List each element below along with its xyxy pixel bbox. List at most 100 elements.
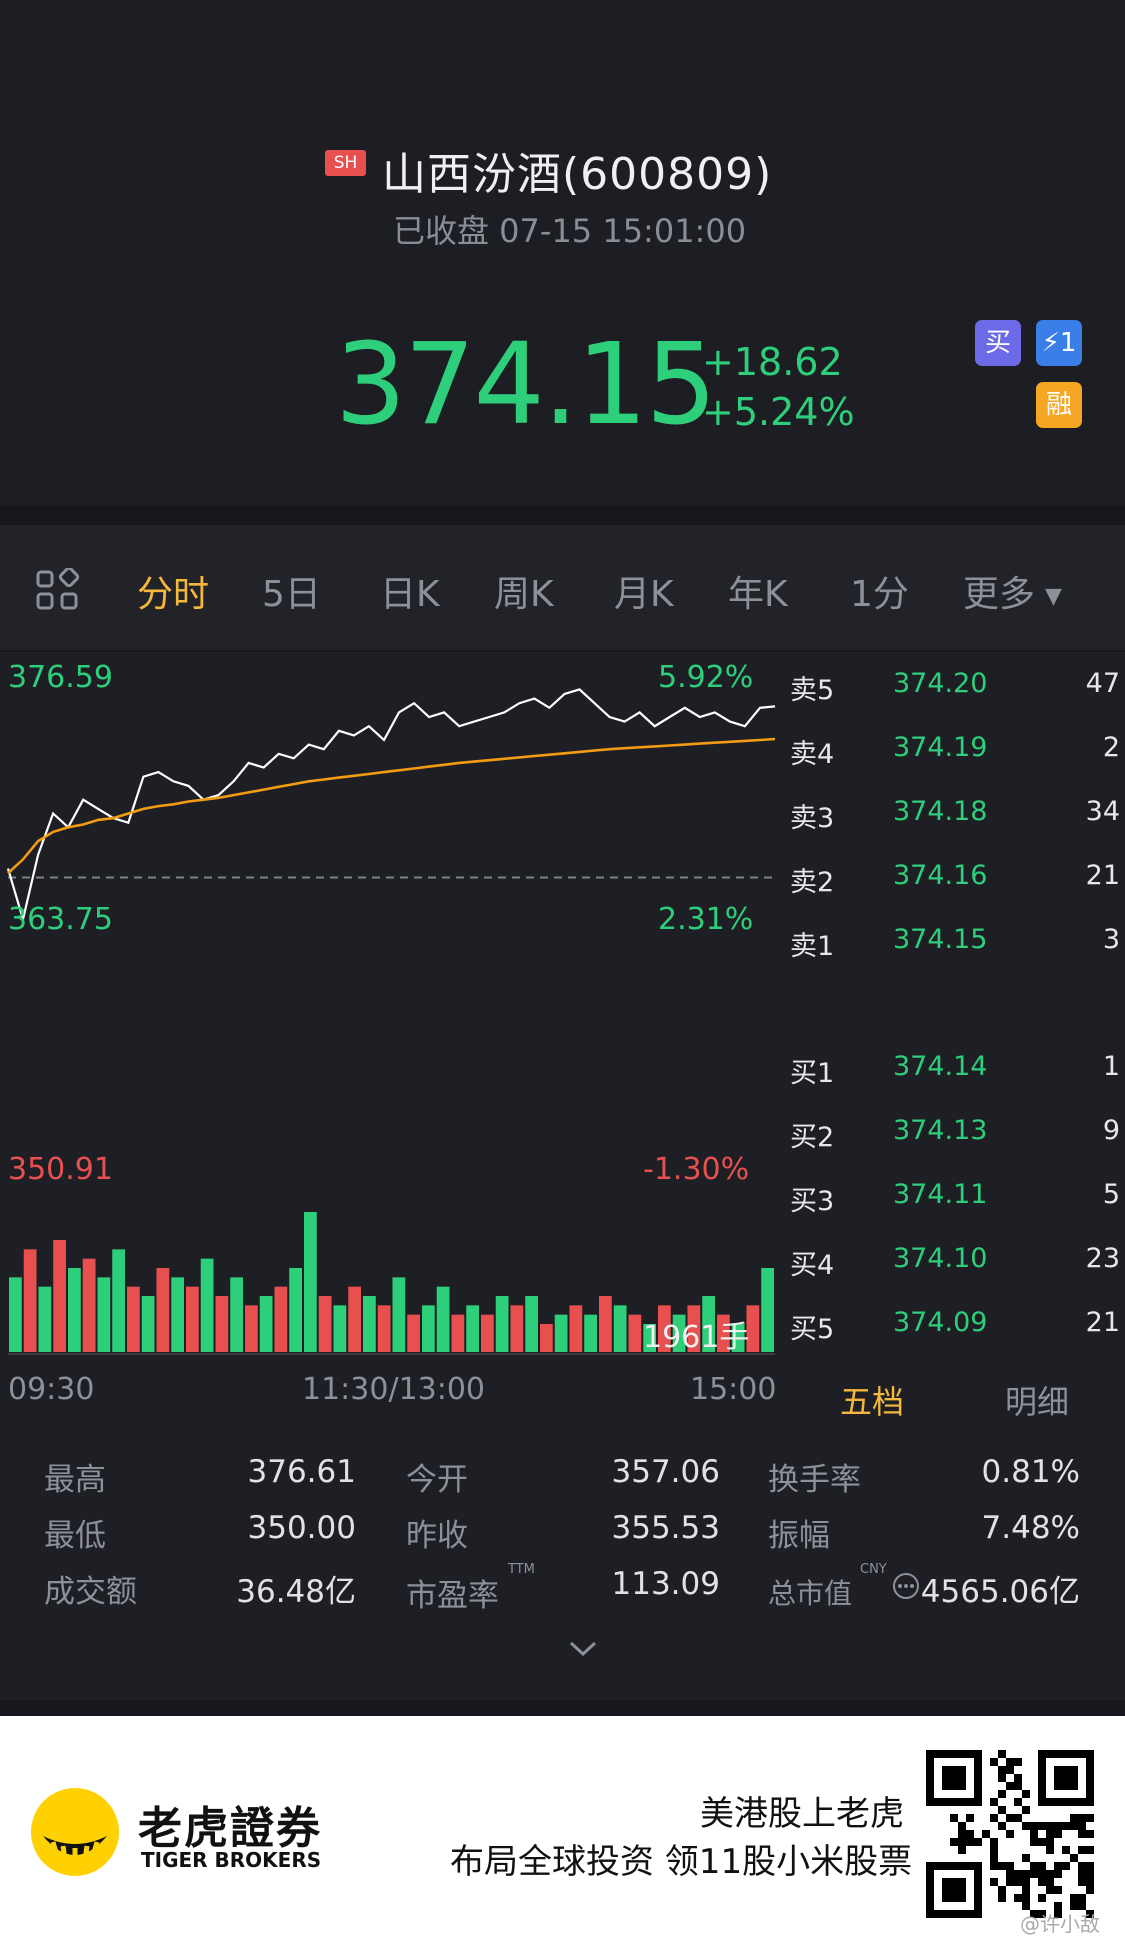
price-change: +18.62 xyxy=(702,340,843,384)
bid-2-price: 374.13 xyxy=(893,1115,988,1146)
divider xyxy=(0,650,1125,652)
ask-4-price: 374.19 xyxy=(893,732,988,763)
buy-icon[interactable]: 买 xyxy=(975,320,1021,366)
tab-trade-detail[interactable]: 明细 xyxy=(1005,1383,1070,1421)
volume-bar xyxy=(245,1305,258,1352)
volume-bar xyxy=(68,1268,81,1352)
stat-amount-value: 36.48亿 xyxy=(236,1574,356,1610)
stat-pe-value: 113.09 xyxy=(611,1566,720,1602)
intraday-chart[interactable] xyxy=(0,652,790,1372)
stat-turnover-label: 换手率 xyxy=(768,1462,861,1498)
volume-bar xyxy=(289,1268,302,1352)
volume-bar xyxy=(215,1296,229,1352)
time-label-open: 09:30 xyxy=(8,1372,95,1407)
volume-bar xyxy=(23,1249,37,1352)
tab-monthly-k[interactable]: 月K xyxy=(614,574,674,615)
ask-4-volume: 2 xyxy=(1102,732,1120,763)
stat-open-value: 357.06 xyxy=(611,1454,720,1490)
bid-3-label: 买3 xyxy=(790,1186,835,1217)
volume-bar xyxy=(274,1286,288,1352)
bid-5-price: 374.09 xyxy=(893,1307,988,1338)
volume-bar xyxy=(436,1286,450,1352)
volume-bar xyxy=(731,1324,745,1352)
tiger-brokers-logo-icon xyxy=(31,1788,119,1876)
tab-intraday[interactable]: 分时 xyxy=(137,574,210,615)
volume-bar xyxy=(377,1305,391,1352)
time-label-close: 15:00 xyxy=(690,1372,777,1407)
stat-low-label: 最低 xyxy=(44,1518,106,1554)
stat-prev-close-label: 昨收 xyxy=(406,1518,468,1554)
ask-1-price: 374.15 xyxy=(893,924,988,955)
tab-weekly-k[interactable]: 周K xyxy=(494,574,554,615)
stat-open-label: 今开 xyxy=(406,1462,468,1498)
stat-mcap-label: 总市值 xyxy=(768,1577,853,1610)
ask-2-label: 卖2 xyxy=(790,867,835,898)
tab-daily-k[interactable]: 日K xyxy=(380,574,440,615)
ask-4-label: 卖4 xyxy=(790,739,835,770)
tab-1min[interactable]: 1分 xyxy=(850,574,909,615)
volume-bar xyxy=(333,1305,347,1352)
volume-bar xyxy=(687,1305,701,1352)
volume-bar xyxy=(171,1277,184,1352)
volume-bar xyxy=(510,1305,524,1352)
volume-bar xyxy=(451,1314,465,1352)
ask-5-volume: 47 xyxy=(1085,668,1120,699)
ask-3-label: 卖3 xyxy=(790,803,835,834)
ask-1-volume: 3 xyxy=(1102,924,1120,955)
ask-5-label: 卖5 xyxy=(790,675,835,706)
chevron-down-icon: ▼ xyxy=(1045,583,1062,609)
volume-bar xyxy=(584,1314,597,1352)
bid-1-label: 买1 xyxy=(790,1058,835,1089)
ask-3-price: 374.18 xyxy=(893,796,988,827)
pct-min-label: -1.30% xyxy=(643,1152,750,1187)
volume-bar xyxy=(200,1258,214,1352)
tab-5day[interactable]: 5日 xyxy=(262,574,321,615)
stat-amount-label: 成交额 xyxy=(44,1574,137,1610)
volume-bar xyxy=(38,1286,52,1352)
stat-turnover-value: 0.81% xyxy=(981,1454,1080,1490)
expand-chevron-icon[interactable] xyxy=(568,1638,598,1658)
bid-2-label: 买2 xyxy=(790,1122,835,1153)
volume-bar xyxy=(97,1277,111,1352)
volume-bar xyxy=(53,1240,66,1352)
volume-bar xyxy=(407,1314,420,1352)
qr-code-icon xyxy=(926,1750,1094,1918)
ask-1-label: 卖1 xyxy=(790,931,835,962)
volume-bar xyxy=(643,1324,656,1352)
bid-1-price: 374.14 xyxy=(893,1051,988,1082)
bid-3-volume: 5 xyxy=(1102,1179,1120,1210)
divider xyxy=(0,505,1125,525)
promo-slogan-1: 美港股上老虎 xyxy=(700,1794,904,1834)
stock-name: 山西汾酒(600809) xyxy=(382,149,773,200)
volume-bar xyxy=(540,1324,553,1352)
stat-mcap-value: 4565.06亿 xyxy=(920,1574,1080,1610)
promo-slogan-2: 布局全球投资 领11股小米股票 xyxy=(450,1842,913,1882)
more-dots-icon[interactable] xyxy=(892,1572,920,1600)
price-change-percent: +5.24% xyxy=(702,390,855,434)
volume-bar xyxy=(599,1296,612,1352)
volume-bar xyxy=(628,1314,642,1352)
bid-4-price: 374.10 xyxy=(893,1243,988,1274)
volume-bar xyxy=(392,1277,406,1352)
volume-bar xyxy=(672,1314,686,1352)
flash-trade-icon[interactable]: ⚡1 xyxy=(1036,320,1082,366)
volume-bar xyxy=(9,1277,22,1352)
volume-bar xyxy=(525,1296,538,1352)
volume-bar xyxy=(466,1305,479,1352)
volume-bar xyxy=(141,1296,155,1352)
pct-mid-label: 2.31% xyxy=(658,902,754,937)
volume-bar xyxy=(658,1305,671,1352)
margin-icon[interactable]: 融 xyxy=(1036,382,1082,428)
volume-bar xyxy=(82,1258,96,1352)
ask-2-price: 374.16 xyxy=(893,860,988,891)
stat-pe-superscript: TTM xyxy=(508,1562,535,1577)
grid-menu-icon[interactable] xyxy=(36,568,80,612)
bid-1-volume: 1 xyxy=(1102,1051,1120,1082)
tab-more[interactable]: 更多 ▼ xyxy=(963,565,1062,617)
last-price: 374.15 xyxy=(335,320,717,450)
tab-five-levels[interactable]: 五档 xyxy=(840,1383,905,1421)
volume-bar xyxy=(304,1212,317,1352)
stats-panel xyxy=(0,1432,1125,1712)
volume-bar xyxy=(127,1286,140,1352)
tab-yearly-k[interactable]: 年K xyxy=(728,574,788,615)
